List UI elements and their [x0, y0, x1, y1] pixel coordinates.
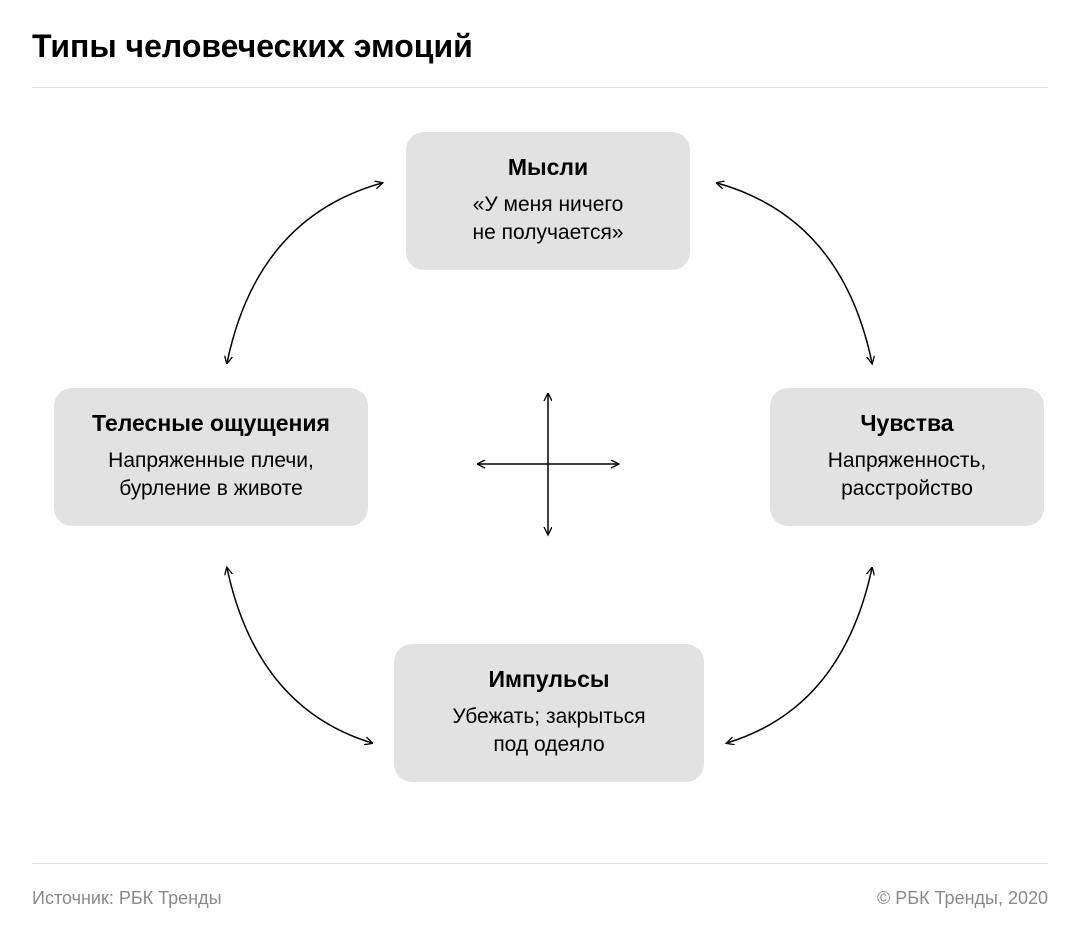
- infographic-container: Типы человеческих эмоций Мысли «У меня н…: [0, 0, 1080, 933]
- node-impulses-title: Импульсы: [420, 666, 678, 693]
- node-feelings: Чувства Напряженность, расстройство: [770, 388, 1044, 526]
- node-body-desc: Напряженные плечи, бурление в животе: [80, 447, 342, 504]
- node-thoughts-desc: «У меня ничего не получается»: [432, 191, 664, 248]
- footer: Источник: РБК Тренды © РБК Тренды, 2020: [32, 863, 1048, 933]
- node-feelings-title: Чувства: [796, 410, 1018, 437]
- node-impulses-desc: Убежать; закрыться под одеяло: [420, 703, 678, 760]
- node-thoughts: Мысли «У меня ничего не получается»: [406, 132, 690, 270]
- arrow-left-top: [227, 183, 382, 363]
- footer-source: Источник: РБК Тренды: [32, 888, 222, 909]
- node-body-title: Телесные ощущения: [80, 410, 342, 437]
- node-feelings-desc: Напряженность, расстройство: [796, 447, 1018, 504]
- arrow-right-bottom: [727, 568, 872, 743]
- diagram-area: Мысли «У меня ничего не получается» Чувс…: [32, 88, 1048, 848]
- arrow-top-right: [717, 183, 872, 363]
- arrow-bottom-left: [227, 568, 372, 743]
- footer-copyright: © РБК Тренды, 2020: [877, 888, 1048, 909]
- page-title: Типы человеческих эмоций: [32, 28, 1048, 88]
- node-impulses: Импульсы Убежать; закрыться под одеяло: [394, 644, 704, 782]
- node-thoughts-title: Мысли: [432, 154, 664, 181]
- node-body: Телесные ощущения Напряженные плечи, бур…: [54, 388, 368, 526]
